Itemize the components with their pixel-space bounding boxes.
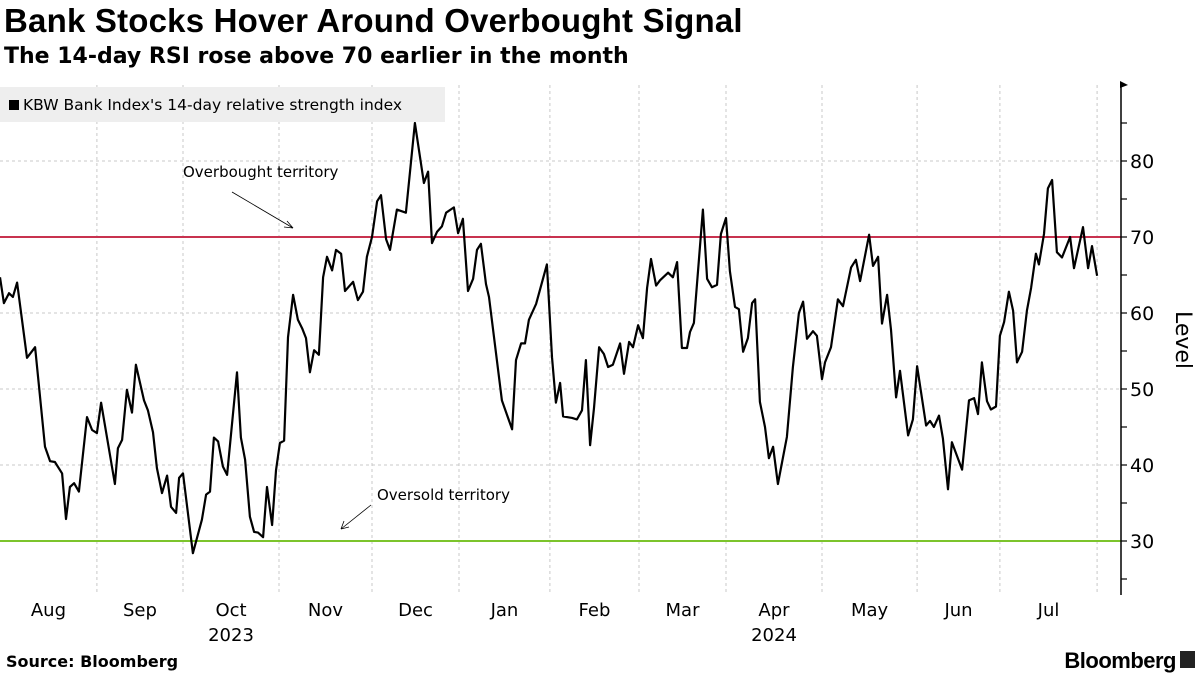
x-tick-label: Mar: [666, 600, 701, 621]
y-tick-label: 30: [1130, 531, 1154, 553]
y-tick-label: 60: [1130, 303, 1154, 325]
source-note: Source: Bloomberg: [6, 652, 179, 671]
x-tick-label: Feb: [579, 600, 611, 621]
chart-subtitle: The 14-day RSI rose above 70 earlier in …: [4, 44, 629, 69]
x-tick-label: Nov: [308, 600, 343, 621]
legend: KBW Bank Index's 14-day relative strengt…: [0, 87, 445, 122]
year-label: 2024: [751, 625, 797, 646]
x-tick-label: Jul: [1037, 600, 1060, 621]
y-axis-arrow-icon: [1120, 81, 1128, 88]
oversold-annotation: Oversold territory: [377, 486, 510, 504]
x-tick-label: Jun: [943, 600, 972, 621]
y-tick-label: 70: [1130, 227, 1154, 249]
terminal-icon: [1180, 651, 1195, 668]
bloomberg-logo: Bloomberg: [1064, 648, 1176, 673]
y-tick-label: 80: [1130, 151, 1154, 173]
x-tick-label: Dec: [398, 600, 433, 621]
chart-title: Bank Stocks Hover Around Overbought Sign…: [4, 2, 743, 39]
y-axis-label: Level: [1170, 311, 1195, 369]
y-tick-label: 50: [1130, 379, 1154, 401]
oversold-arrow-icon: [340, 504, 372, 530]
year-label: 2023: [208, 625, 254, 646]
x-tick-label: Apr: [758, 600, 790, 621]
x-tick-label: Sep: [123, 600, 157, 621]
overbought-arrowhead-icon: [283, 220, 294, 229]
y-tick-label: 40: [1130, 455, 1154, 477]
oversold-arrowhead-icon: [340, 520, 350, 530]
x-tick-label: Aug: [31, 600, 66, 621]
x-tick-label: May: [851, 600, 889, 621]
legend-label: KBW Bank Index's 14-day relative strengt…: [23, 95, 403, 114]
legend-swatch: [9, 99, 19, 110]
rsi-series-line: [0, 121, 1099, 555]
x-tick-label: Jan: [490, 600, 519, 621]
overbought-arrow-icon: [231, 191, 294, 229]
x-tick-label: Oct: [215, 600, 246, 621]
overbought-annotation: Overbought territory: [183, 163, 339, 181]
